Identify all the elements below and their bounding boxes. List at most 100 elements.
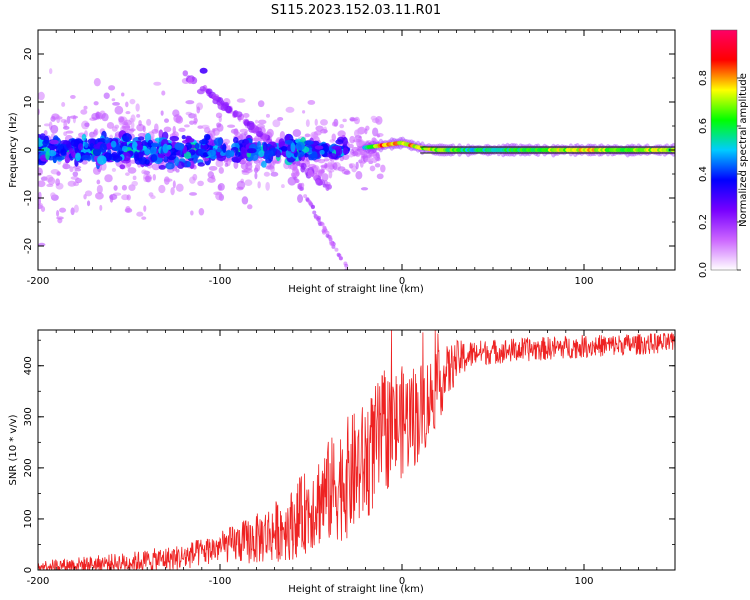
spectrogram-cell — [135, 103, 140, 112]
spectrogram-cell — [136, 211, 144, 217]
spectrogram-cell — [255, 130, 264, 138]
spectrogram-cell — [331, 121, 338, 127]
spectrogram-cell — [38, 91, 45, 101]
spectrogram-cell — [160, 110, 164, 116]
spectrogram-cell — [38, 180, 46, 188]
spectrogram-cell — [233, 128, 239, 136]
spectrogram-cell — [297, 194, 304, 203]
spectrogram-cell — [136, 114, 141, 118]
spectrogram-cell — [329, 241, 334, 246]
spectrogram-cell — [132, 141, 138, 151]
spectrogram-cell — [137, 132, 147, 138]
spectrogram-cell — [111, 98, 116, 102]
spectrogram-cell — [196, 106, 201, 114]
spectrogram-cell — [262, 142, 268, 153]
spectrogram-cell — [337, 166, 346, 172]
spectrogram-cell — [69, 115, 79, 119]
spectrogram-cell — [109, 194, 114, 203]
spectrogram-cell — [125, 101, 129, 108]
spectrogram-cell — [82, 148, 92, 154]
spectrogram-cell — [284, 139, 294, 145]
colorbar-gradient — [711, 30, 737, 270]
spectrogram-cell — [317, 168, 323, 178]
spectrogram-cell — [186, 161, 191, 168]
spectrogram-cell — [83, 105, 88, 110]
x-tick-label: -200 — [27, 276, 50, 287]
colorbar-tick-label: 0.8 — [698, 70, 709, 86]
spectrogram-cell — [353, 116, 360, 125]
spectrogram-cell — [192, 173, 198, 181]
spectrogram-cell — [125, 206, 131, 213]
spectrogram-cell — [67, 180, 77, 187]
spectrogram-cell — [121, 92, 125, 97]
colorbar-tick-label: 0.2 — [698, 214, 709, 230]
spectrogram-cell — [258, 150, 265, 158]
spectrogram-cell — [56, 210, 60, 217]
spectrogram-cell — [38, 137, 44, 148]
spectrogram-cell — [250, 151, 259, 161]
spectrogram-cell — [348, 163, 356, 168]
spectrogram-cell — [41, 147, 51, 153]
spectrogram-cell — [95, 192, 104, 200]
spectrogram-cell — [49, 68, 53, 75]
spectrogram-cell — [338, 256, 343, 261]
spectrogram-cell — [376, 173, 384, 180]
spectrogram-cell — [314, 118, 318, 126]
spectrogram-cell — [99, 204, 103, 211]
snr-frame — [37, 329, 676, 571]
snr-axes: -200 -100 0 100 0 100 200 300 400 — [23, 330, 676, 587]
spectrogram-cell — [118, 116, 125, 123]
spectrogram-cell — [178, 127, 186, 133]
spectrogram-cell — [66, 115, 71, 124]
spectrogram-cell — [144, 148, 151, 155]
spectrogram-cell — [373, 140, 378, 145]
colorbar-tick-label: 0.6 — [698, 118, 709, 134]
spectrogram-cell — [234, 151, 241, 158]
spectrogram-cell — [185, 100, 195, 105]
spectrogram-cell — [45, 174, 54, 183]
spectrogram-cell — [233, 160, 239, 169]
spectrogram-cell — [236, 98, 246, 103]
spectrogram-cell — [328, 153, 337, 160]
spectrogram-cell — [319, 149, 325, 155]
spectrogram-cell — [331, 133, 337, 142]
spectrogram-cell — [308, 201, 313, 206]
spectrogram-cell — [239, 132, 247, 140]
spectrogram-cell — [121, 184, 127, 191]
spectrogram-cell — [145, 174, 152, 183]
spectrogram-cell — [243, 139, 250, 145]
spectrogram-cell — [336, 252, 341, 257]
spectrogram-cell — [298, 182, 303, 187]
spectrogram-cell — [146, 118, 152, 126]
spectrogram-cell — [91, 112, 100, 120]
spectrogram-cell — [47, 150, 57, 157]
spectrogram-cell — [278, 138, 286, 149]
x-tick-label: 0 — [399, 276, 405, 287]
spectrogram-cell — [197, 180, 204, 187]
spectrogram-cell — [110, 140, 117, 148]
spectrogram-cell — [199, 139, 209, 145]
spectrogram-cell — [60, 140, 70, 145]
spectrogram-cell — [45, 150, 50, 161]
spectrogram-cell — [254, 119, 259, 124]
spectrogram-cell — [257, 181, 261, 189]
spectrogram-cell — [375, 115, 383, 125]
spectrogram-cell — [375, 151, 380, 159]
spectrogram-cell — [352, 139, 362, 143]
spectrogram-cell — [189, 192, 197, 196]
spectrogram-cell — [72, 171, 79, 177]
y-tick-label: 100 — [23, 509, 34, 528]
spectrogram-cell — [262, 133, 268, 141]
spectrogram-cell — [322, 230, 327, 235]
spectrogram-cell — [193, 121, 197, 125]
colorbar-label: Normalized spectral amplitude — [738, 73, 749, 227]
spectrogram-cell — [220, 104, 228, 112]
spectrogram-cell — [113, 185, 118, 191]
spectrogram-cell — [304, 140, 314, 145]
spectrogram-cell — [316, 215, 321, 220]
spectrogram-cell — [86, 200, 91, 207]
spectrogram-cell — [127, 167, 137, 174]
spectrogram-cell — [84, 141, 89, 149]
spectrogram-cell — [369, 165, 376, 172]
snr-background — [38, 330, 675, 570]
